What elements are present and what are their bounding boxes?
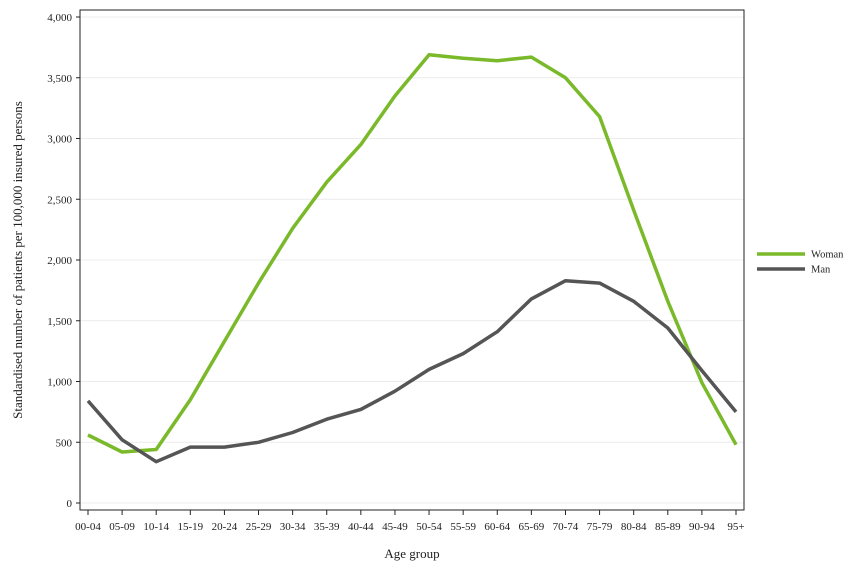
x-tick-label: 90-94 — [689, 521, 715, 533]
y-tick-label: 0 — [67, 498, 73, 510]
x-tick-label: 40-44 — [348, 521, 374, 533]
x-tick-label: 30-34 — [280, 521, 306, 533]
y-tick-label: 2,000 — [47, 255, 72, 267]
x-tick-label: 95+ — [727, 521, 744, 533]
legend: Woman Man — [757, 250, 844, 276]
y-tick-label: 3,000 — [47, 134, 72, 146]
y-tick-label: 4,000 — [47, 12, 72, 24]
x-tick-label: 65-69 — [519, 521, 545, 533]
x-tick-label: 10-14 — [143, 521, 169, 533]
series-lines — [86, 52, 738, 464]
y-tick-label: 1,000 — [47, 377, 72, 389]
y-axis: 0 500 1,000 1,500 2,000 2,500 3,000 3,500 4,000 — [47, 12, 80, 510]
x-tick-label: 70-74 — [553, 521, 579, 533]
y-tick-label: 2,500 — [47, 194, 72, 206]
x-tick-label: 55-59 — [450, 521, 476, 533]
x-tick-label: 75-79 — [587, 521, 613, 533]
x-tick-label: 05-09 — [109, 521, 135, 533]
legend-label-woman: Woman — [811, 250, 844, 261]
y-tick-label: 3,500 — [47, 73, 72, 85]
x-axis: 00-04 05-09 10-14 15-19 20-24 25-29 30-34 35-39… — [75, 510, 745, 533]
y-axis-title: Standardised number of patients per 100,… — [10, 101, 25, 419]
x-axis-title: Age group — [384, 546, 439, 561]
y-tick-label: 1,500 — [47, 316, 72, 328]
x-tick-label: 15-19 — [177, 521, 203, 533]
x-tick-label: 35-39 — [314, 521, 340, 533]
x-tick-label: 45-49 — [382, 521, 408, 533]
x-tick-label: 50-54 — [416, 521, 442, 533]
x-tick-label: 80-84 — [621, 521, 647, 533]
x-tick-label: 60-64 — [484, 521, 510, 533]
x-tick-label: 20-24 — [212, 521, 238, 533]
grid-lines — [80, 16, 744, 504]
x-tick-label: 25-29 — [246, 521, 272, 533]
y-tick-label: 500 — [56, 437, 73, 449]
series-line-woman — [87, 52, 738, 454]
x-tick-label: 00-04 — [75, 521, 101, 533]
x-tick-label: 85-89 — [655, 521, 681, 533]
series-line-man — [86, 278, 738, 464]
legend-label-man: Man — [811, 265, 831, 276]
